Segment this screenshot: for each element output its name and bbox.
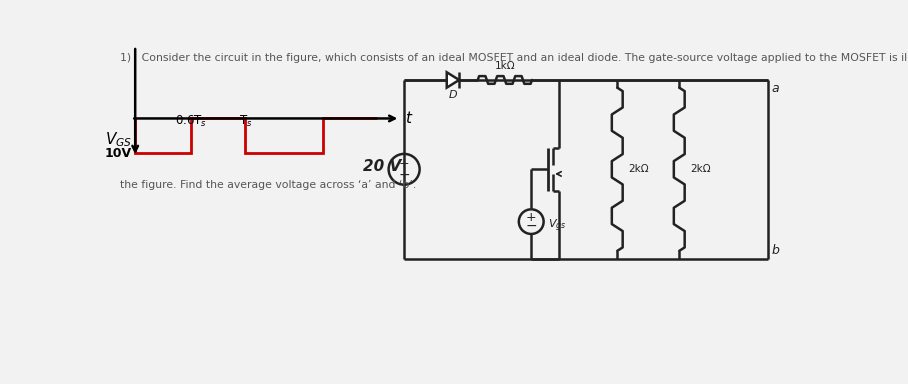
- Text: +: +: [526, 211, 537, 224]
- Text: −: −: [526, 218, 537, 232]
- Text: +: +: [399, 157, 410, 170]
- Text: 2kΩ: 2kΩ: [690, 164, 711, 174]
- Text: b: b: [772, 244, 779, 257]
- Text: 2kΩ: 2kΩ: [628, 164, 648, 174]
- Polygon shape: [447, 72, 459, 88]
- Text: D: D: [449, 90, 458, 100]
- Text: T$_s$: T$_s$: [239, 114, 252, 129]
- Text: 1)   Consider the circuit in the figure, which consists of an ideal MOSFET and a: 1) Consider the circuit in the figure, w…: [120, 53, 908, 63]
- Text: $V_{GS}$: $V_{GS}$: [105, 130, 132, 149]
- Text: 10V: 10V: [105, 147, 132, 160]
- Text: 0.6T$_s$: 0.6T$_s$: [175, 114, 207, 129]
- Text: the figure. Find the average voltage across ‘a’ and ‘b’.: the figure. Find the average voltage acr…: [120, 180, 416, 190]
- Text: 20 V: 20 V: [363, 159, 401, 174]
- Text: a: a: [772, 81, 779, 94]
- Text: $V_{gs}$: $V_{gs}$: [548, 218, 567, 235]
- Text: −: −: [399, 168, 410, 182]
- Text: $t$: $t$: [405, 111, 413, 126]
- Text: 1kΩ: 1kΩ: [495, 61, 515, 71]
